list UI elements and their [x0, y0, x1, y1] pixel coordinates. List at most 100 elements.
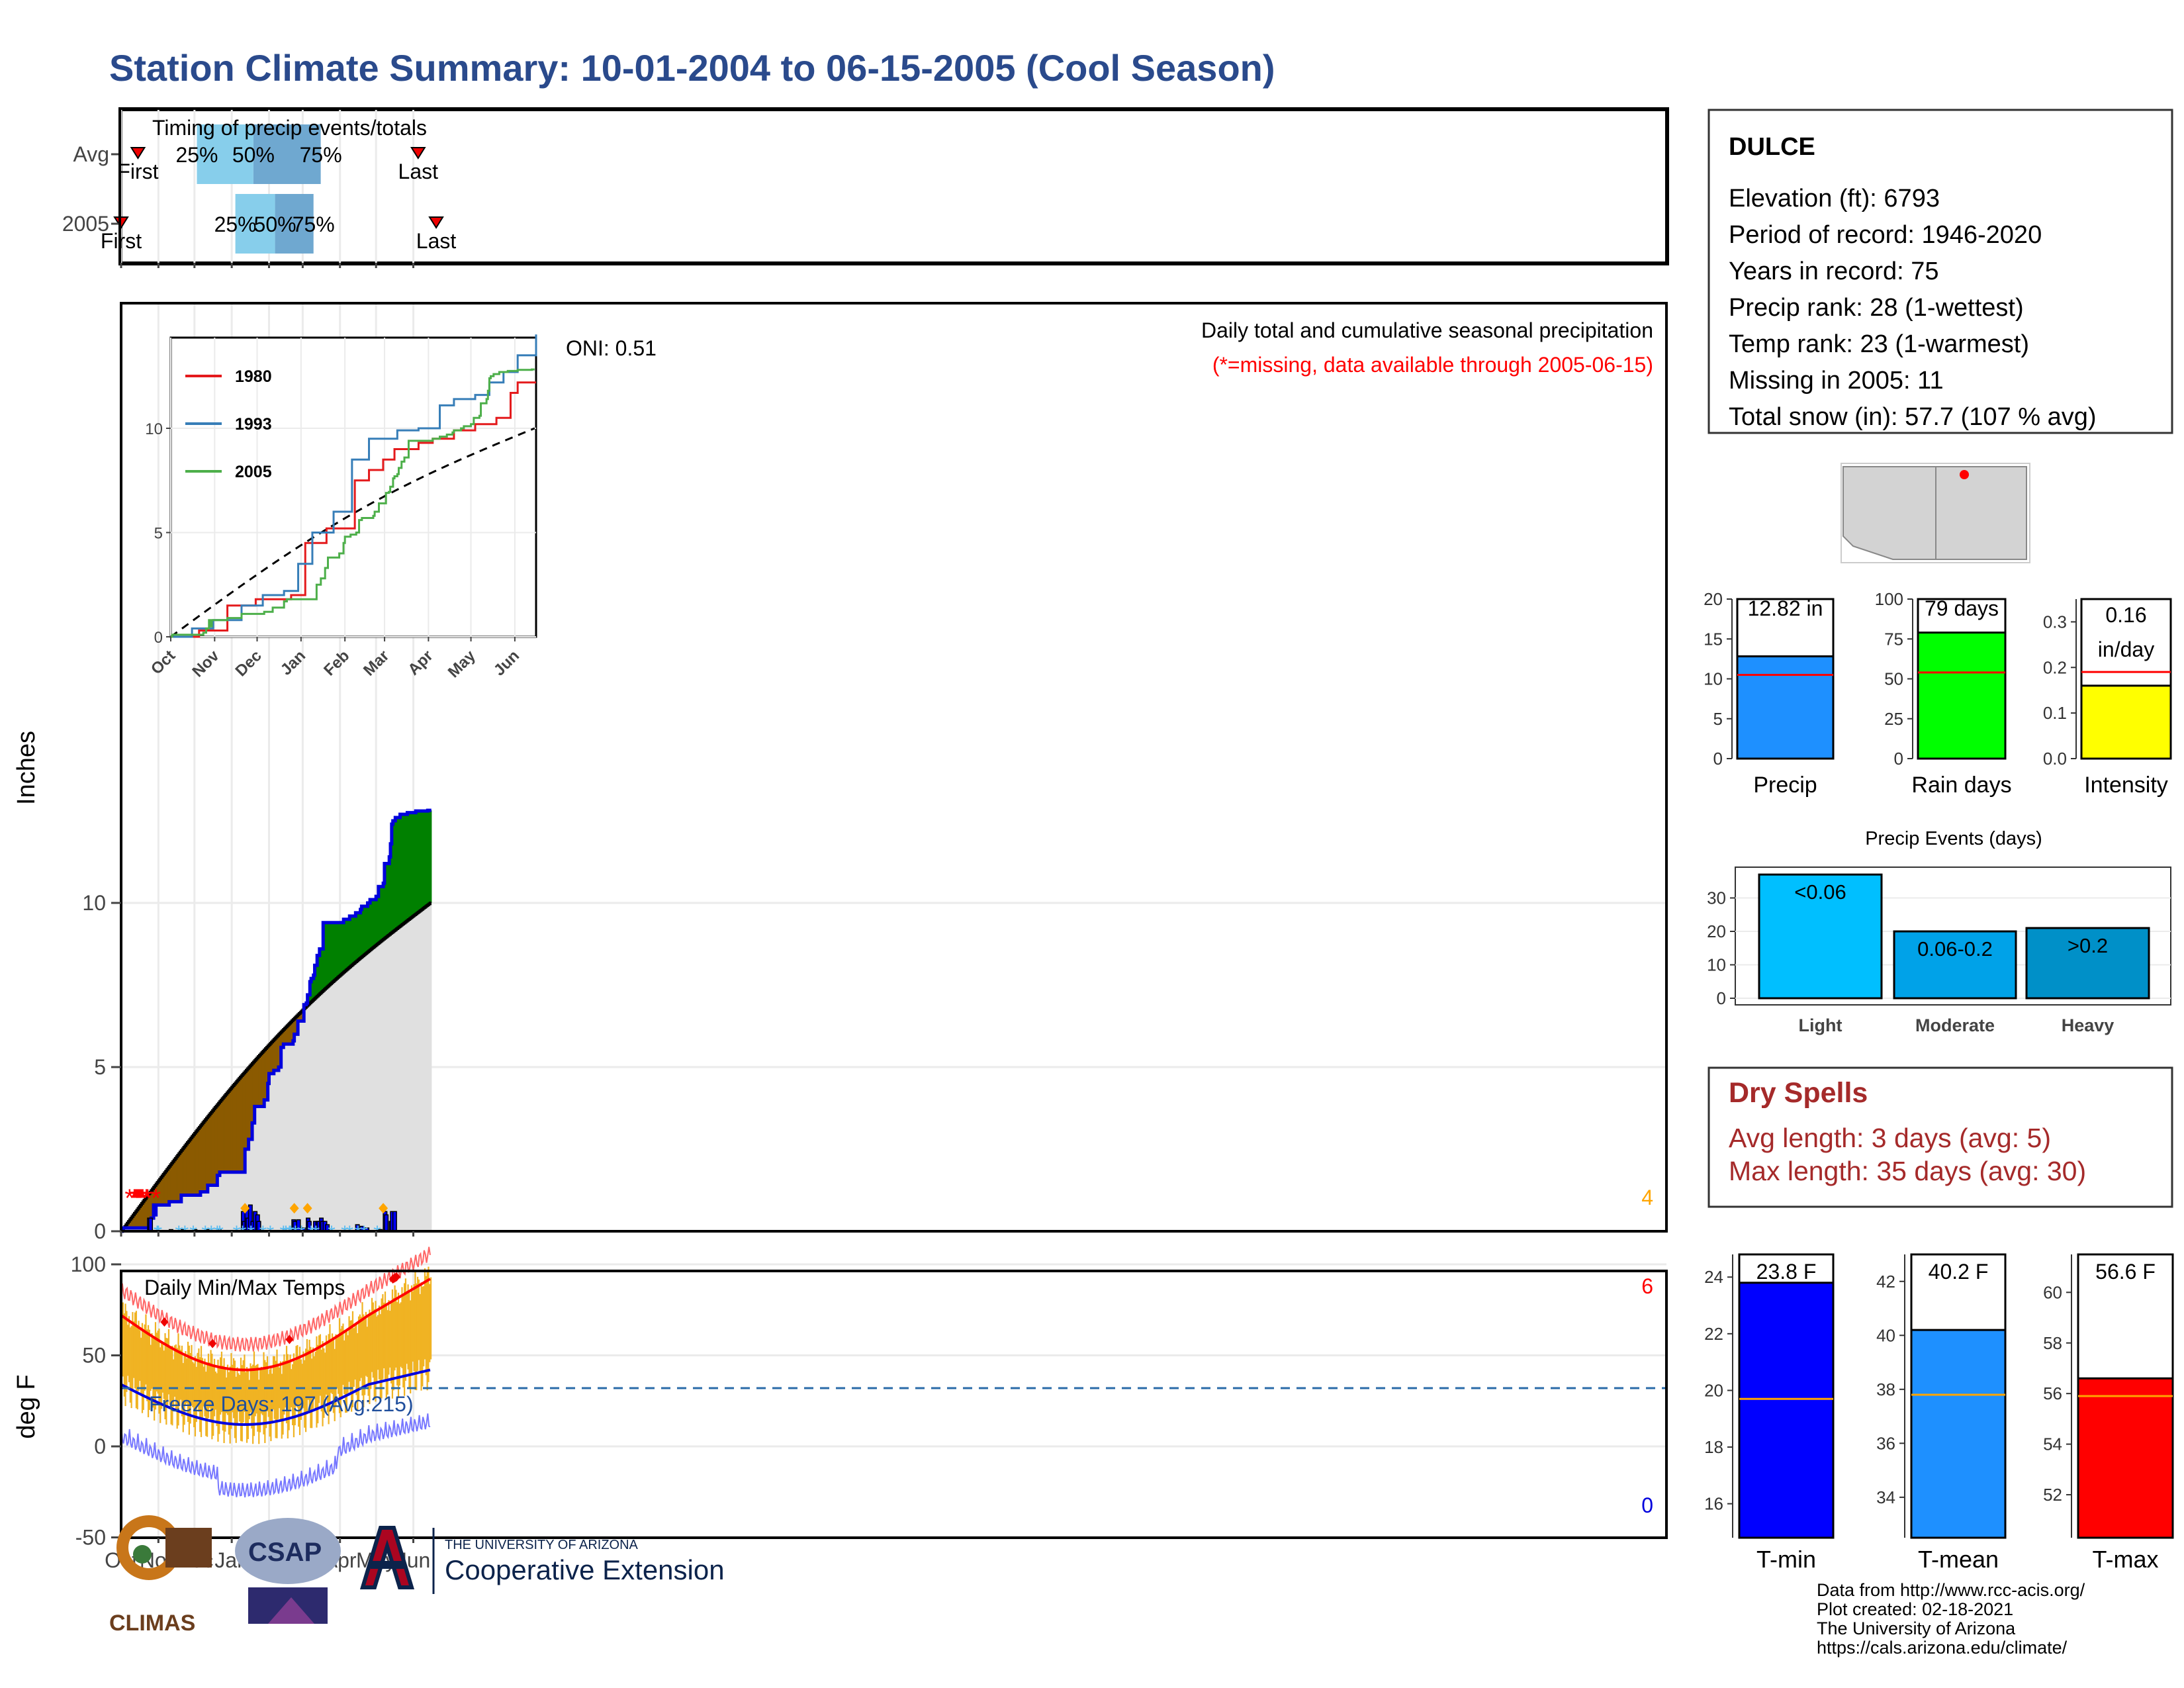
normal-fill: [378, 943, 381, 1231]
surplus-fill: [328, 922, 330, 986]
temp-bar-value-label: 23.8 F: [1756, 1260, 1817, 1284]
surplus-fill: [384, 863, 387, 939]
surplus-fill: [330, 922, 332, 984]
daily-temp-bar: [208, 1362, 210, 1408]
timing-marker: [428, 216, 444, 229]
normal-fill: [292, 1044, 294, 1231]
trace-marker: *: [287, 1222, 295, 1244]
daily-temp-bar: [264, 1360, 266, 1443]
deficit-fill: [259, 1055, 261, 1107]
surplus-fill: [423, 811, 425, 909]
daily-temp-bar: [311, 1358, 313, 1429]
quartile-label: 75%: [293, 212, 335, 236]
station-info-line: Temp rank: 23 (1-warmest): [1729, 330, 2029, 358]
deficit-fill: [170, 1164, 172, 1202]
daily-temp-bar: [213, 1358, 216, 1417]
surplus-fill: [404, 814, 407, 923]
normal-fill: [298, 1021, 300, 1231]
normal-fill: [357, 959, 360, 1231]
normal-fill: [285, 1044, 288, 1231]
daily-temp-bar: [260, 1366, 262, 1414]
daily-temp-bar: [224, 1367, 226, 1432]
normal-fill: [275, 1070, 277, 1231]
daily-temp-bar: [335, 1334, 337, 1406]
normal-fill: [372, 947, 375, 1231]
normal-fill: [276, 1070, 278, 1231]
surplus-fill: [394, 821, 396, 931]
daily-temp-bar: [366, 1327, 368, 1378]
surplus-fill: [383, 883, 385, 939]
temp-bar-tick-label: 16: [1704, 1494, 1723, 1514]
precip-panel-subtitle: (*=missing, data available through 2005-…: [1212, 353, 1653, 377]
deficit-fill: [136, 1209, 139, 1229]
daily-temp-bar: [322, 1341, 324, 1427]
daily-temp-bar: [230, 1353, 232, 1429]
daily-temp-bar: [185, 1351, 187, 1406]
freeze-days-label: Freeze Days: 197 (Avg:215): [149, 1392, 414, 1416]
daily-temp-bar: [128, 1316, 130, 1383]
deficit-fill: [269, 1045, 271, 1074]
surplus-fill: [365, 906, 367, 954]
daily-temp-bar: [304, 1360, 306, 1428]
deficit-fill: [287, 1025, 289, 1045]
normal-fill: [341, 974, 343, 1231]
temp-bar-tick-label: 34: [1876, 1487, 1895, 1507]
daily-temp-bar: [316, 1336, 318, 1428]
surplus-fill: [403, 814, 406, 923]
normal-fill: [391, 932, 394, 1231]
temp-bar-tick-label: 54: [2043, 1434, 2062, 1454]
timing-label: Timing of precip events/totals: [152, 116, 427, 140]
quartile-label: 25%: [175, 143, 218, 167]
daily-temp-bar: [310, 1346, 312, 1429]
surplus-fill: [410, 812, 413, 918]
deficit-fill: [226, 1094, 228, 1172]
normal-fill: [263, 1106, 265, 1231]
normal-fill: [370, 949, 372, 1231]
normal-fill: [366, 953, 369, 1231]
daily-temp-bar: [216, 1373, 218, 1427]
temp-bar-tick-label: 36: [1876, 1433, 1895, 1453]
normal-fill: [316, 997, 318, 1231]
surplus-fill: [326, 922, 329, 988]
normal-fill: [179, 1201, 181, 1231]
deficit-fill: [271, 1042, 273, 1074]
deficit-fill: [239, 1078, 241, 1172]
trace-marker: *: [373, 1222, 381, 1244]
normal-fill: [287, 1044, 289, 1231]
temp-bar-category-label: T-mean: [1918, 1546, 1999, 1573]
daily-temp-bar: [376, 1316, 378, 1384]
deficit-fill: [252, 1063, 254, 1123]
daily-temp-bar: [318, 1335, 320, 1403]
surplus-fill: [329, 922, 331, 985]
surplus-fill: [331, 922, 334, 983]
surplus-fill: [342, 922, 344, 974]
daily-temp-bar: [306, 1338, 308, 1415]
daily-temp-bar: [384, 1291, 387, 1382]
timing-row-label: Avg: [73, 142, 109, 166]
deficit-fill: [197, 1130, 199, 1196]
normal-fill: [402, 924, 404, 1231]
temp-bar-tick-label: 18: [1704, 1437, 1723, 1457]
deficit-fill: [298, 1014, 300, 1021]
missing-data-marker: *: [134, 1184, 144, 1212]
station-info-line: Elevation (ft): 6793: [1729, 185, 1940, 212]
daily-temp-bar: [360, 1317, 362, 1378]
daily-temp-bar: [375, 1301, 377, 1402]
event-bar: [1893, 930, 2017, 1000]
daily-temp-bar: [382, 1294, 384, 1380]
daily-temp-bar: [301, 1364, 303, 1403]
summary-bar: [1736, 655, 1835, 760]
deficit-fill: [283, 1029, 285, 1045]
daily-temp-bar: [217, 1360, 219, 1442]
daily-temp-bar: [122, 1302, 124, 1377]
daily-temp-bar: [273, 1356, 275, 1419]
bar-tick-label: 0: [1894, 749, 1903, 769]
chart-title: Station Climate Summary: 10-01-2004 to 0…: [109, 47, 1275, 89]
normal-fill: [200, 1192, 203, 1231]
normal-fill: [203, 1192, 205, 1231]
daily-temp-bar: [351, 1311, 354, 1407]
deficit-fill: [194, 1133, 197, 1196]
data-source-footer: Data from http://www.rcc-acis.org/ Plot …: [1817, 1581, 2085, 1658]
daily-temp-bar: [170, 1346, 172, 1425]
daily-temp-bar: [424, 1268, 426, 1360]
